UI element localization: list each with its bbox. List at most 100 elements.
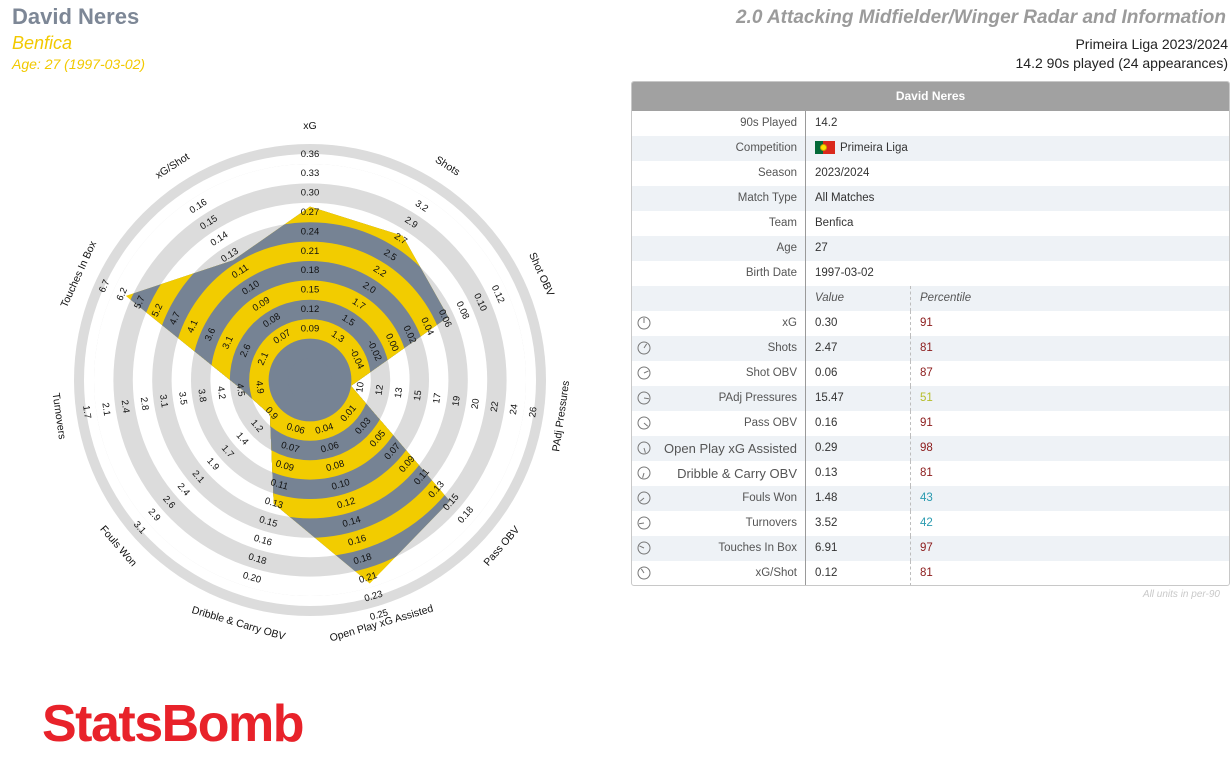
- tick-label: 5.7: [132, 294, 147, 311]
- gauge-icon: [637, 316, 651, 330]
- metric-label: Fouls Won: [742, 492, 797, 504]
- info-label: Team: [768, 217, 797, 229]
- tick-label: 15: [412, 390, 424, 402]
- info-table: David Neres 90s Played 14.2 Competition Pri…: [631, 81, 1230, 586]
- metric-value: 0.29: [815, 442, 838, 454]
- tick-label: 0.09: [274, 458, 295, 474]
- info-value-text: 1997-03-02: [815, 267, 874, 279]
- statsbomb-logo: StatsBomb: [42, 695, 304, 753]
- info-value-text: 27: [815, 242, 828, 254]
- tick-label: 0.27: [301, 207, 320, 218]
- info-row: Team Benfica: [632, 211, 1229, 236]
- metric-percentile: 43: [920, 492, 933, 504]
- tick-label: 0.13: [263, 496, 284, 512]
- tick-label: 0.14: [341, 514, 362, 530]
- metric-percentile: 51: [920, 392, 933, 404]
- tick-label: 2.1: [256, 350, 271, 367]
- tick-label: 3.8: [195, 388, 208, 403]
- tick-label: 0.10: [330, 477, 351, 493]
- tick-label: 2.6: [238, 342, 253, 359]
- metric-percentile: 87: [920, 367, 933, 379]
- tick-label: 0.06: [319, 440, 340, 456]
- units-footnote: All units in per-90: [1142, 589, 1220, 600]
- tick-label: 0.12: [336, 496, 357, 512]
- tick-label: 12: [374, 384, 386, 396]
- info-label: Season: [757, 167, 797, 179]
- metric-value: 3.52: [815, 517, 838, 529]
- metric-percentile: 81: [920, 467, 933, 479]
- tick-label: 0.12: [301, 304, 320, 315]
- metric-label: Shots: [433, 154, 462, 179]
- tick-label: 4.5: [234, 383, 247, 398]
- metric-label: Turnovers: [50, 392, 69, 440]
- gauge-icon: [637, 441, 651, 455]
- tick-label: 6.7: [97, 278, 112, 295]
- info-label: Birth Date: [745, 267, 797, 279]
- metric-label: Pass OBV: [743, 417, 797, 429]
- tick-label: 10: [354, 381, 366, 393]
- player-name: David Neres: [12, 4, 140, 29]
- tick-label: 0.20: [241, 570, 262, 586]
- info-row: Match Type All Matches: [632, 186, 1229, 211]
- tick-label: 0.21: [358, 570, 379, 586]
- info-value: 14.2: [815, 111, 837, 136]
- tick-label: 0.09: [301, 323, 320, 334]
- tick-label: 6.2: [115, 286, 130, 303]
- info-row: 90s Played 14.2: [632, 111, 1229, 136]
- metric-row: xG 0.30 91: [632, 311, 1229, 336]
- metric-label: Shot OBV: [526, 251, 556, 298]
- metric-label: Touches In Box: [718, 542, 797, 554]
- metric-row: PAdj Pressures 15.47 51: [632, 386, 1229, 411]
- tick-label: 3.1: [220, 334, 235, 351]
- metric-percentile: 98: [920, 442, 933, 454]
- metric-percentile: 91: [920, 317, 933, 329]
- info-value-text: Benfica: [815, 217, 854, 229]
- info-value-text: All Matches: [815, 192, 875, 204]
- info-value: Benfica: [815, 211, 853, 236]
- metrics-header-row: Value Percentile: [632, 286, 1229, 311]
- metric-label: Dribble & Carry OBV: [677, 466, 797, 481]
- metric-row: Shots 2.47 81: [632, 336, 1229, 361]
- gauge-icon: [637, 366, 651, 380]
- info-value: All Matches: [815, 186, 874, 211]
- tick-label: 0.36: [301, 149, 320, 160]
- tick-label: 22: [489, 401, 501, 413]
- info-value-text: 14.2: [815, 117, 838, 129]
- metric-row: Dribble & Carry OBV 0.13 81: [632, 461, 1229, 486]
- tick-label: 17: [431, 392, 443, 404]
- gauge-icon: [637, 491, 651, 505]
- metric-label: PAdj Pressures: [718, 392, 797, 404]
- metric-value: 0.13: [815, 467, 838, 479]
- metric-value: 1.48: [815, 492, 838, 504]
- tick-label: 26: [527, 406, 539, 418]
- team-name: Benfica: [12, 33, 73, 53]
- info-value: 2023/2024: [815, 161, 869, 186]
- metric-label: xG: [782, 317, 797, 329]
- tick-label: 1.7: [80, 405, 93, 420]
- age-line: Age: 27 (1997-03-02): [12, 56, 146, 72]
- tick-label: 2.4: [119, 399, 132, 414]
- metric-label: Open Play xG Assisted: [664, 441, 797, 456]
- info-value: 1997-03-02: [815, 261, 874, 286]
- metric-percentile: 81: [920, 567, 933, 579]
- metric-value: 6.91: [815, 542, 838, 554]
- metric-value: 2.47: [815, 342, 838, 354]
- info-table-body: 90s Played 14.2 Competition Primeira Liga Se…: [632, 111, 1229, 585]
- tick-label: 0.18: [247, 551, 268, 567]
- gauge-icon: [637, 541, 651, 555]
- info-row: Birth Date 1997-03-02: [632, 261, 1229, 286]
- tick-label: 0.18: [352, 551, 373, 567]
- tick-label: 0.07: [280, 440, 301, 456]
- metric-label: Shots: [767, 342, 797, 354]
- metric-label: xG/Shot: [755, 567, 797, 579]
- tick-label: 4.2: [215, 385, 228, 400]
- gauge-icon: [637, 391, 651, 405]
- competition-season: Primeira Liga 2023/2024: [1075, 36, 1228, 52]
- info-value: 27: [815, 236, 828, 261]
- metric-percentile: 42: [920, 517, 933, 529]
- tick-label: 0.25: [369, 607, 390, 623]
- tick-label: 3.6: [203, 326, 218, 343]
- tick-label: 5.2: [150, 302, 165, 319]
- tick-label: 3.1: [157, 394, 170, 409]
- info-row: Season 2023/2024: [632, 161, 1229, 186]
